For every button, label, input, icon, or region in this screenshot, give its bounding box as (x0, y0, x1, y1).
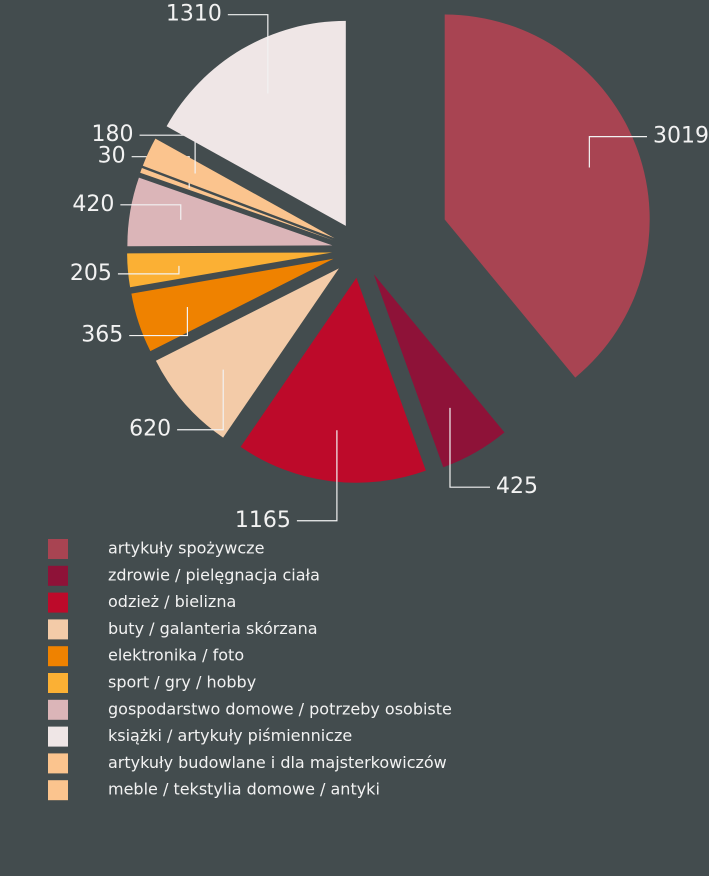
leader-line (296, 430, 338, 522)
leader-line (129, 306, 189, 337)
pie-slice (127, 252, 333, 288)
leader-line (588, 136, 648, 168)
value-label: 3019 (653, 124, 709, 149)
pie-slice (155, 268, 339, 438)
legend-swatch (48, 780, 68, 801)
value-label: 30 (98, 144, 126, 169)
legend-swatch (48, 673, 68, 693)
pie-slice (166, 20, 346, 226)
value-label: 1165 (235, 508, 291, 533)
pie-slice (373, 274, 505, 468)
legend-swatch (48, 753, 68, 774)
value-label: 1310 (166, 2, 222, 27)
pie-slice (240, 277, 426, 483)
pie-slice (131, 258, 334, 352)
legend-label: zdrowie / pielęgnacja ciała (108, 565, 320, 584)
leader-line (120, 204, 182, 220)
legend-label: buty / galanteria skórzana (108, 619, 318, 638)
legend-swatch (48, 592, 68, 613)
legend-label: artykuły spożywcze (108, 539, 264, 558)
legend-label: gospodarstwo domowe / potrzeby osobiste (108, 699, 452, 718)
value-label: 420 (72, 192, 114, 217)
pie-slice (127, 177, 333, 247)
legend-swatch (48, 619, 68, 640)
leader-line (227, 14, 269, 94)
value-label: 205 (70, 261, 112, 286)
leader-line (117, 265, 180, 275)
leader-line (449, 407, 490, 488)
legend-label: sport / gry / hobby (108, 673, 256, 692)
value-label: 365 (81, 323, 123, 348)
value-label: 180 (92, 122, 134, 147)
legend-label: książki / artykuły piśmiennicze (108, 726, 352, 745)
legend-swatch (48, 646, 68, 667)
legend-swatch (48, 699, 68, 720)
leader-line (177, 369, 224, 431)
legend-swatch (48, 539, 68, 559)
legend-label: artykuły budowlane i dla majsterkowiczów (108, 753, 447, 772)
legend-label: odzież / bielizna (108, 592, 236, 611)
legend-swatch (48, 726, 68, 747)
legend-label: meble / tekstylia domowe / antyki (108, 780, 380, 799)
pie-slice (140, 168, 334, 241)
pie-slice (444, 14, 650, 378)
legend-label: elektronika / foto (108, 646, 244, 665)
legend-swatch (48, 565, 68, 586)
value-label: 620 (129, 417, 171, 442)
value-label: 425 (496, 474, 538, 499)
pie-slice (142, 138, 335, 239)
